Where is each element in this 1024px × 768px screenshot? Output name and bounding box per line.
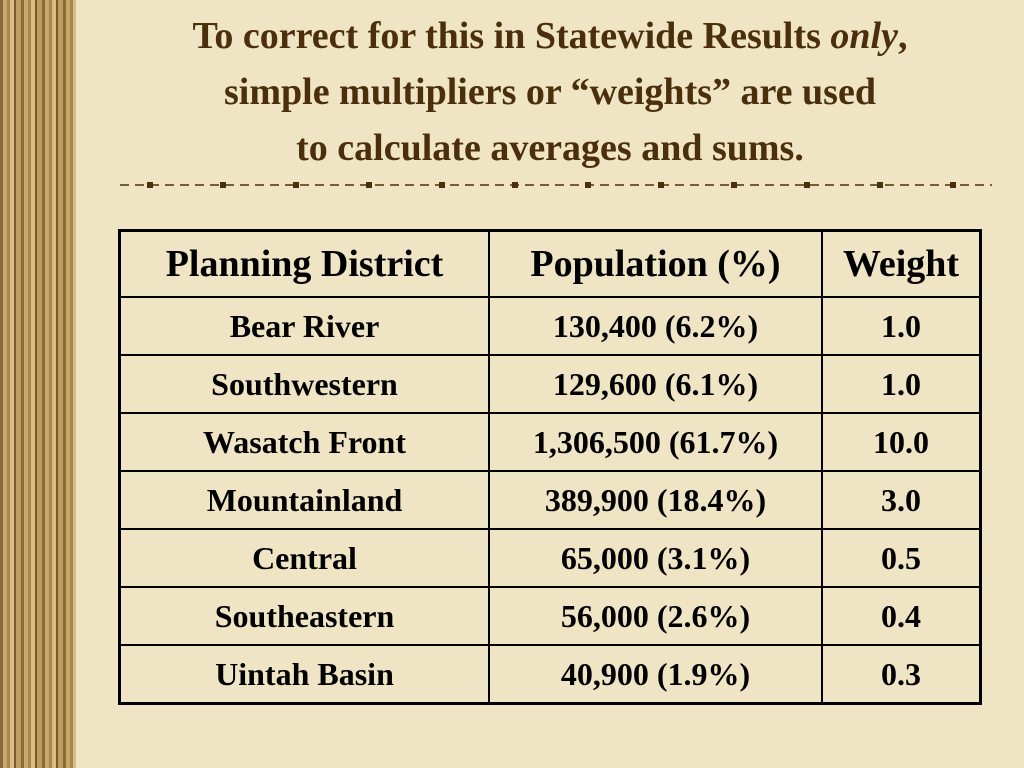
header-cell: Planning District [118, 229, 490, 298]
header-cell: Population (%) [488, 229, 823, 298]
divider-dot [877, 182, 883, 188]
table-cell: 56,000 (2.6%) [488, 586, 823, 646]
header-row: Planning District Population (%) Weight [118, 229, 982, 298]
table-row: Central 65,000 (3.1%) 0.5 [118, 528, 982, 588]
table-cell: 1,306,500 (61.7%) [488, 412, 823, 472]
table-cell: 130,400 (6.2%) [488, 296, 823, 356]
data-table: Planning District Population (%) Weight Be… [118, 229, 982, 705]
table-cell: 129,600 (6.1%) [488, 354, 823, 414]
table-cell: 0.3 [821, 644, 982, 705]
table-cell: Bear River [118, 296, 490, 356]
divider-dot [658, 182, 664, 188]
table-cell: 65,000 (3.1%) [488, 528, 823, 588]
title-line: to calculate averages and sums. [296, 127, 804, 169]
table-cell: 1.0 [821, 296, 982, 356]
table-cell: 3.0 [821, 470, 982, 530]
table-row: Uintah Basin 40,900 (1.9%) 0.3 [118, 644, 982, 705]
table-cell: Southwestern [118, 354, 490, 414]
title-line: simple multipliers or “weights” are used [224, 71, 876, 113]
side-stripe [0, 0, 76, 768]
divider-dot [147, 182, 153, 188]
divider-dot [512, 182, 518, 188]
divider-dot [220, 182, 226, 188]
title-line: To correct for this in Statewide Results… [76, 8, 1024, 64]
table-row: Southeastern 56,000 (2.6%) 0.4 [118, 586, 982, 646]
title-emphasis: only [830, 15, 898, 57]
table-cell: 389,900 (18.4%) [488, 470, 823, 530]
divider-dot [439, 182, 445, 188]
title-text: , [897, 15, 908, 57]
divider-dot [366, 182, 372, 188]
divider-dots [147, 182, 956, 188]
table-row: Southwestern 129,600 (6.1%) 1.0 [118, 354, 982, 414]
header-cell: Weight [821, 229, 982, 298]
table-cell: Uintah Basin [118, 644, 490, 705]
table-cell: 10.0 [821, 412, 982, 472]
divider-dot [731, 182, 737, 188]
table-cell: 0.4 [821, 586, 982, 646]
divider-dot [804, 182, 810, 188]
divider-dot [585, 182, 591, 188]
slide-title: To correct for this in Statewide Results… [76, 8, 1024, 176]
table-cell: 40,900 (1.9%) [488, 644, 823, 705]
table-cell: 1.0 [821, 354, 982, 414]
table-cell: Wasatch Front [118, 412, 490, 472]
divider-dot [293, 182, 299, 188]
table-cell: Mountainland [118, 470, 490, 530]
table-cell: 0.5 [821, 528, 982, 588]
table-row: Mountainland 389,900 (18.4%) 3.0 [118, 470, 982, 530]
table-row: Wasatch Front 1,306,500 (61.7%) 10.0 [118, 412, 982, 472]
title-text: To correct for this in Statewide Results [192, 15, 821, 57]
table-row: Bear River 130,400 (6.2%) 1.0 [118, 296, 982, 356]
table-cell: Central [118, 528, 490, 588]
divider-dot [950, 182, 956, 188]
table-body: Bear River 130,400 (6.2%) 1.0 Southwestern 1… [118, 296, 982, 705]
table-cell: Southeastern [118, 586, 490, 646]
